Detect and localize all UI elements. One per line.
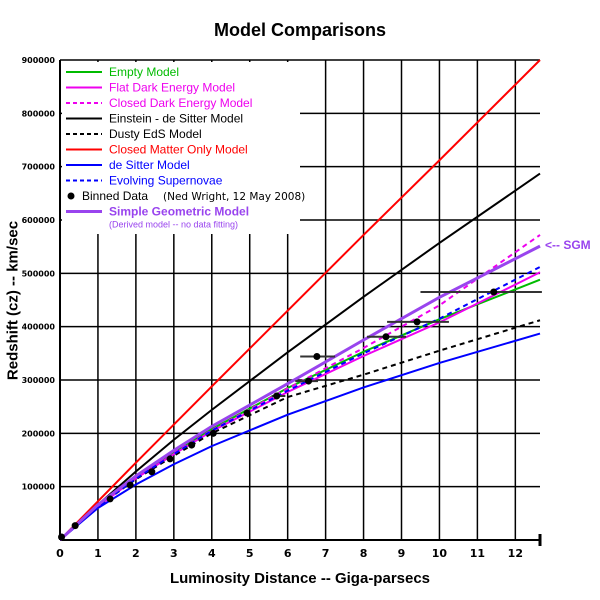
- legend-label-0: Empty Model: [109, 65, 179, 79]
- data-point: [490, 288, 498, 296]
- legend-label-7: Evolving Supernovae: [109, 174, 223, 188]
- x-tick-label: 7: [322, 547, 330, 560]
- y-tick-label: 600000: [22, 216, 56, 225]
- data-point: [166, 455, 174, 463]
- chart-title: Model Comparisons: [213, 20, 387, 40]
- x-tick-label: 4: [208, 547, 216, 560]
- legend-label-5: Closed Matter Only Model: [109, 143, 248, 157]
- series-line-4: [59, 319, 541, 541]
- data-point: [106, 495, 114, 503]
- y-tick-label: 300000: [22, 376, 56, 385]
- legend-binned-label: Binned Data: [82, 189, 148, 203]
- data-point: [313, 353, 321, 361]
- x-tick-label: 0: [56, 547, 64, 560]
- data-point: [413, 318, 421, 326]
- data-point: [382, 333, 390, 341]
- y-tick-label: 400000: [22, 323, 56, 332]
- y-tick-label: 100000: [22, 483, 56, 492]
- legend-label-6: de Sitter Model: [109, 158, 190, 172]
- y-tick-label: 700000: [22, 163, 56, 172]
- y-tick-label: 900000: [22, 56, 56, 65]
- x-axis-label: Luminosity Distance -- Giga-parsecs: [169, 570, 431, 587]
- x-tick-label: 9: [398, 547, 406, 560]
- data-point: [188, 441, 196, 449]
- series-line-5: [59, 59, 541, 541]
- data-point: [148, 468, 156, 476]
- x-tick-label: 10: [432, 547, 448, 560]
- legend-binned-note: (Ned Wright, 12 May 2008): [163, 191, 305, 203]
- series-line-6: [59, 332, 541, 541]
- legend-label-1: Flat Dark Energy Model: [109, 81, 235, 95]
- data-point: [243, 409, 251, 417]
- y-tick-label: 200000: [22, 429, 56, 438]
- x-tick-label: 12: [508, 547, 523, 560]
- sgm-annotation: <-- SGM: [545, 238, 591, 252]
- series-line-1: [59, 271, 541, 541]
- data-point: [209, 429, 217, 437]
- legend-label-8: Simple Geometric Model: [109, 205, 249, 219]
- data-point: [71, 522, 79, 530]
- x-tick-label: 3: [170, 547, 178, 560]
- legend-box: [62, 62, 300, 234]
- legend-sgm-subtitle: (Derived model -- no data fitting): [109, 220, 238, 230]
- legend-label-3: Einstein - de Sitter Model: [109, 112, 243, 126]
- x-tick-label: 2: [132, 547, 140, 560]
- series-line-2: [59, 234, 541, 541]
- legend-label-2: Closed Dark Energy Model: [109, 96, 252, 110]
- x-tick-label: 8: [360, 547, 368, 560]
- data-point: [58, 533, 66, 541]
- data-point: [273, 392, 281, 400]
- legend-label-4: Dusty EdS Model: [109, 127, 202, 141]
- x-tick-label: 5: [246, 547, 254, 560]
- data-point: [305, 377, 313, 385]
- series-line-8: [58, 244, 541, 542]
- data-point: [126, 481, 134, 489]
- x-tick-label: 11: [470, 547, 485, 560]
- x-tick-label: 6: [284, 547, 292, 560]
- y-tick-label: 500000: [22, 269, 56, 278]
- x-tick-label: 1: [94, 547, 102, 560]
- legend-binned-marker: [67, 192, 75, 200]
- y-tick-label: 800000: [22, 109, 56, 118]
